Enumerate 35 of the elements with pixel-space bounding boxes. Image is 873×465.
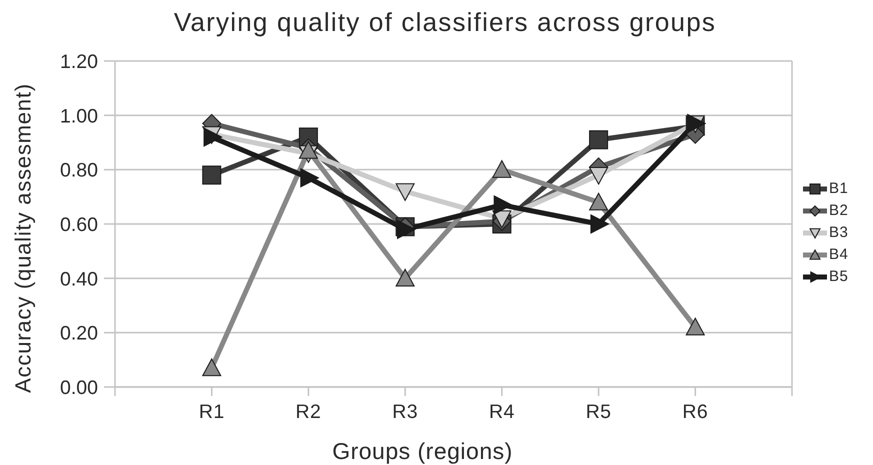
point bbox=[396, 183, 415, 201]
legend-label: B4 bbox=[829, 246, 848, 263]
x-tick-label: R3 bbox=[392, 400, 418, 423]
y-axis-title: Accuracy (quality assesment) bbox=[10, 83, 36, 393]
y-tick-label: 0.00 bbox=[60, 376, 98, 399]
point bbox=[492, 160, 512, 178]
point bbox=[298, 141, 318, 159]
y-tick-label: 0.80 bbox=[60, 160, 98, 182]
point bbox=[589, 192, 608, 210]
point bbox=[202, 166, 222, 185]
legend-label: B1 bbox=[829, 180, 848, 197]
y-tick-label: 0.20 bbox=[60, 322, 98, 345]
point bbox=[589, 166, 608, 185]
x-tick-label: R4 bbox=[488, 400, 515, 423]
point bbox=[396, 268, 415, 286]
point bbox=[590, 214, 609, 234]
point bbox=[300, 168, 319, 188]
legend-label: B5 bbox=[829, 268, 848, 285]
point bbox=[202, 358, 222, 376]
legend-label: B3 bbox=[829, 224, 848, 241]
x-tick-label: R1 bbox=[198, 400, 225, 423]
y-tick-label: 0.40 bbox=[60, 268, 98, 290]
chart-title: Varying quality of classifiers across groups bbox=[172, 7, 718, 37]
point bbox=[589, 130, 608, 150]
x-axis-title: Groups (regions) bbox=[332, 438, 513, 464]
y-tick-label: 1.20 bbox=[60, 50, 98, 73]
y-tick-label: 1.00 bbox=[60, 105, 98, 128]
point bbox=[686, 318, 705, 336]
x-tick-label: R5 bbox=[586, 400, 612, 423]
x-tick-label: R2 bbox=[296, 400, 322, 423]
y-tick-label: 0.60 bbox=[60, 214, 98, 236]
legend-label: B2 bbox=[829, 202, 848, 219]
point bbox=[204, 128, 222, 147]
x-tick-label: R6 bbox=[682, 400, 708, 423]
point bbox=[494, 195, 512, 214]
